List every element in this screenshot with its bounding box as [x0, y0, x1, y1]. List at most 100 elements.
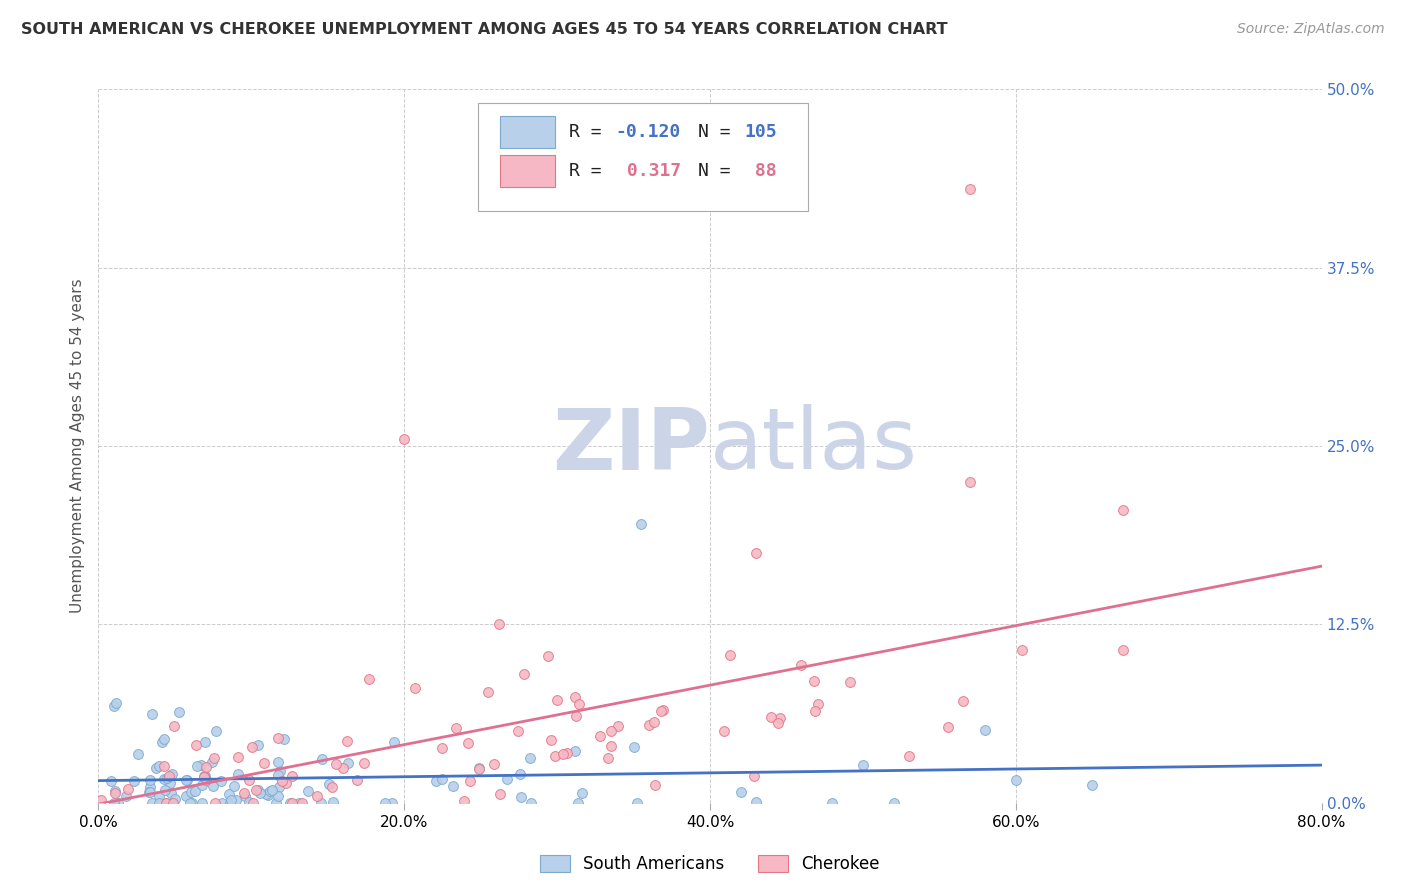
- Point: [145, 761, 167, 775]
- Point: [186, 739, 208, 753]
- Point: [546, 693, 568, 707]
- Point: [162, 766, 184, 780]
- Point: [159, 776, 181, 790]
- Point: [195, 760, 218, 774]
- Point: [259, 784, 281, 798]
- Point: [194, 769, 217, 783]
- Point: [160, 787, 183, 801]
- Point: [589, 729, 612, 743]
- Point: [155, 796, 177, 810]
- Point: [204, 724, 226, 739]
- Point: [509, 790, 531, 805]
- Point: [346, 772, 368, 787]
- Point: [162, 796, 184, 810]
- Bar: [499, 116, 555, 148]
- Point: [103, 699, 125, 714]
- Point: [218, 788, 240, 802]
- Point: [194, 772, 217, 787]
- Point: [790, 658, 813, 673]
- Point: [745, 546, 768, 560]
- Point: [357, 672, 380, 686]
- Point: [148, 796, 170, 810]
- Point: [496, 772, 519, 786]
- Point: [274, 776, 297, 790]
- Point: [630, 517, 652, 532]
- Point: [974, 723, 997, 737]
- Point: [766, 715, 789, 730]
- Text: -0.120: -0.120: [616, 123, 681, 141]
- Point: [156, 772, 179, 786]
- Text: atlas: atlas: [710, 404, 918, 488]
- Point: [803, 673, 825, 688]
- Point: [600, 739, 623, 753]
- Point: [468, 762, 491, 776]
- Point: [567, 796, 589, 810]
- Point: [238, 795, 260, 809]
- Point: [153, 782, 176, 797]
- Point: [138, 785, 160, 799]
- Point: [204, 796, 226, 810]
- Point: [240, 740, 263, 755]
- Point: [176, 789, 198, 803]
- Point: [600, 724, 623, 739]
- Point: [571, 786, 593, 800]
- Point: [488, 616, 510, 631]
- Point: [936, 720, 959, 734]
- Point: [382, 735, 405, 749]
- Text: N =: N =: [697, 123, 741, 141]
- Point: [267, 780, 290, 794]
- Point: [267, 756, 290, 770]
- Point: [155, 796, 177, 810]
- Point: [713, 724, 735, 739]
- Point: [468, 761, 491, 775]
- Point: [337, 756, 360, 770]
- Point: [730, 785, 752, 799]
- Point: [165, 792, 187, 806]
- Point: [190, 796, 212, 810]
- Text: N =: N =: [697, 162, 741, 180]
- Point: [644, 778, 666, 792]
- Point: [257, 789, 280, 803]
- Y-axis label: Unemployment Among Ages 45 to 54 years: Unemployment Among Ages 45 to 54 years: [70, 278, 86, 614]
- Point: [432, 741, 454, 756]
- Text: SOUTH AMERICAN VS CHEROKEE UNEMPLOYMENT AMONG AGES 45 TO 54 YEARS CORRELATION CH: SOUTH AMERICAN VS CHEROKEE UNEMPLOYMENT …: [21, 22, 948, 37]
- Point: [104, 784, 127, 798]
- Point: [332, 761, 354, 775]
- Point: [201, 756, 224, 770]
- Point: [141, 707, 163, 722]
- Point: [374, 796, 396, 810]
- Point: [222, 779, 245, 793]
- Point: [148, 789, 170, 803]
- Point: [742, 769, 765, 783]
- Point: [564, 708, 586, 723]
- Point: [1004, 772, 1026, 787]
- Point: [103, 796, 125, 810]
- Point: [318, 777, 340, 791]
- Point: [228, 750, 250, 764]
- Point: [127, 747, 149, 761]
- Point: [266, 796, 288, 810]
- Point: [150, 735, 173, 749]
- Point: [335, 733, 357, 747]
- Point: [1112, 643, 1135, 657]
- Point: [233, 789, 256, 803]
- Point: [425, 773, 447, 788]
- Point: [544, 748, 567, 763]
- Point: [477, 685, 499, 699]
- Point: [311, 752, 333, 766]
- Point: [482, 757, 505, 772]
- Point: [153, 732, 176, 747]
- Point: [513, 667, 536, 681]
- Point: [163, 718, 186, 732]
- Text: Source: ZipAtlas.com: Source: ZipAtlas.com: [1237, 22, 1385, 37]
- Text: 0.317: 0.317: [616, 162, 681, 180]
- Point: [852, 758, 875, 772]
- Point: [174, 772, 197, 787]
- Point: [745, 795, 768, 809]
- Point: [247, 739, 270, 753]
- Point: [568, 697, 591, 711]
- Bar: [499, 155, 555, 187]
- Point: [104, 786, 127, 800]
- Point: [489, 787, 512, 801]
- Point: [267, 768, 290, 782]
